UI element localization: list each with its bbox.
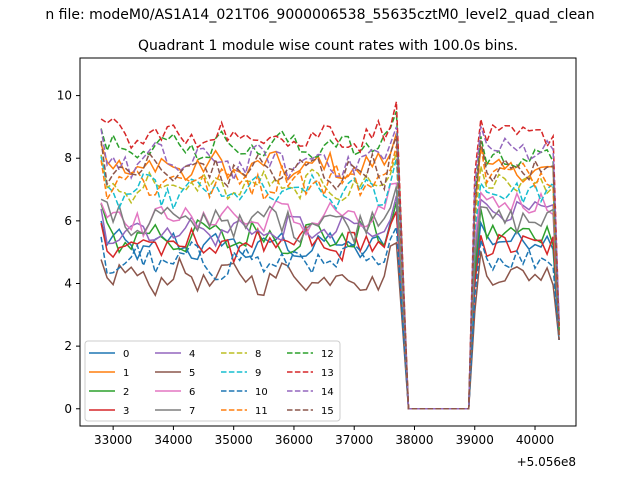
x-offset-label: +5.056e8 <box>517 455 576 469</box>
y-tick-label: 8 <box>64 151 72 165</box>
y-tick-label: 4 <box>64 276 72 290</box>
x-tick-label: 34000 <box>154 433 192 447</box>
x-tick-label: 33000 <box>94 433 132 447</box>
legend-label-8: 8 <box>255 349 261 360</box>
legend-label-11: 11 <box>255 406 268 417</box>
series-line-0 <box>100 208 560 410</box>
series-line-9 <box>100 156 560 410</box>
legend-label-15: 15 <box>321 406 334 417</box>
x-tick-label: 35000 <box>215 433 253 447</box>
x-tick-label: 39000 <box>456 433 494 447</box>
legend-label-10: 10 <box>255 387 268 398</box>
chart-title: Quadrant 1 module wise count rates with … <box>138 38 518 54</box>
legend-label-14: 14 <box>321 387 334 398</box>
series-line-3 <box>100 211 560 410</box>
legend-label-1: 1 <box>123 368 129 379</box>
series-line-2 <box>100 201 560 410</box>
series-line-10 <box>100 224 560 410</box>
x-axis: 33000 34000 35000 36000 37000 38000 39000 40000 <box>94 426 554 447</box>
legend-label-7: 7 <box>189 406 195 417</box>
series-line-6 <box>100 182 560 410</box>
series-line-12 <box>100 110 560 410</box>
y-tick-label: 10 <box>57 89 72 103</box>
y-axis: 0 2 4 6 8 10 <box>57 89 80 416</box>
legend-box <box>84 340 341 422</box>
y-tick-label: 2 <box>64 339 72 353</box>
figure-suptitle: n file: modeM0/AS1A14_021T06_9000006538_… <box>45 7 594 23</box>
y-tick-label: 0 <box>64 402 72 416</box>
y-tick-label: 6 <box>64 214 72 228</box>
legend-label-4: 4 <box>189 349 195 360</box>
series-line-8 <box>100 151 560 410</box>
x-tick-label: 38000 <box>395 433 433 447</box>
legend-label-12: 12 <box>321 349 334 360</box>
legend-label-9: 9 <box>255 368 261 379</box>
legend-label-2: 2 <box>123 387 129 398</box>
legend-label-6: 6 <box>189 387 195 398</box>
legend-label-3: 3 <box>123 406 129 417</box>
plot-frame <box>79 57 577 427</box>
legend-label-13: 13 <box>321 368 334 379</box>
x-tick-label: 37000 <box>335 433 373 447</box>
series-line-14 <box>100 126 560 410</box>
series-line-15 <box>100 136 560 410</box>
x-tick-label: 36000 <box>275 433 313 447</box>
legend-label-0: 0 <box>123 349 129 360</box>
series-line-5 <box>100 241 560 410</box>
legend-label-5: 5 <box>189 368 195 379</box>
series-line-13 <box>100 101 560 410</box>
series-line-11 <box>100 145 560 410</box>
series-line-4 <box>100 195 560 410</box>
series-line-7 <box>100 186 560 410</box>
series-layer <box>100 101 560 410</box>
x-tick-label: 40000 <box>516 433 554 447</box>
